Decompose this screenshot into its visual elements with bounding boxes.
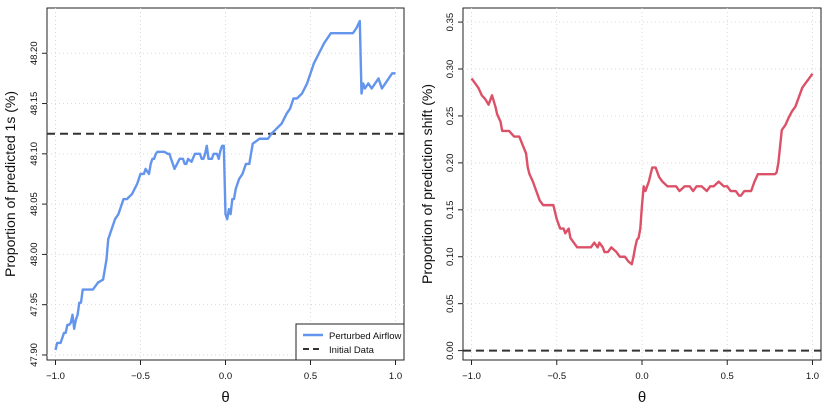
y-tick-label: 47.90 [29, 343, 40, 367]
left-y-axis-label: Proportion of predicted 1s (%) [2, 91, 18, 277]
y-tick-label: 48.10 [29, 142, 40, 166]
x-tick-label: 1.0 [389, 371, 402, 382]
y-tick-label: 0.20 [445, 154, 456, 173]
y-tick-label: 0.35 [445, 13, 456, 32]
y-tick-label: 0.00 [445, 341, 456, 360]
legend-label-perturbed-airflow: Perturbed Airflow [329, 331, 401, 342]
right-gridlines [463, 8, 821, 360]
legend-box [295, 323, 405, 361]
x-tick-label: −1.0 [46, 371, 65, 382]
y-tick-label: 47.95 [29, 293, 40, 317]
left-chart-panel: −1.0 −0.5 0.0 0.5 1.0 47.90 47.95 48.00 48.05 48… [2, 7, 405, 406]
right-x-axis: −1.0 −0.5 0.0 0.5 1.0 [462, 360, 819, 382]
y-tick-label: 48.15 [29, 92, 40, 116]
series-line [54, 19, 396, 351]
y-tick-label: 0.10 [445, 247, 456, 266]
x-tick-label: 0.0 [219, 371, 232, 382]
y-tick-label: 48.20 [29, 41, 40, 65]
x-tick-label: 1.0 [806, 371, 819, 382]
right-x-axis-label: θ [638, 389, 646, 406]
x-tick-label: −0.5 [131, 371, 150, 382]
x-tick-label: 0.0 [635, 371, 648, 382]
x-tick-label: 0.5 [721, 371, 734, 382]
y-tick-label: 0.25 [445, 107, 456, 126]
left-legend: Perturbed Airflow Initial Data [295, 323, 405, 361]
x-tick-label: −0.5 [547, 371, 566, 382]
y-tick-label: 48.05 [29, 192, 40, 216]
y-tick-label: 0.05 [445, 294, 456, 313]
left-series [54, 19, 396, 351]
y-tick-label: 48.00 [29, 243, 40, 267]
legend-label-initial-data: Initial Data [329, 345, 375, 356]
x-tick-label: −1.0 [462, 371, 481, 382]
right-y-axis-label: Proportion of prediction shift (%) [419, 84, 435, 284]
left-x-axis: −1.0 −0.5 0.0 0.5 1.0 [46, 360, 402, 382]
right-y-axis: 0.00 0.05 0.10 0.15 0.20 0.25 0.30 0.35 [445, 13, 463, 360]
series-line [470, 73, 814, 266]
y-tick-label: 0.30 [445, 60, 456, 79]
left-x-axis-label: θ [221, 389, 229, 406]
y-tick-label: 0.15 [445, 201, 456, 220]
x-tick-label: 0.5 [304, 371, 317, 382]
left-y-axis: 47.90 47.95 48.00 48.05 48.10 48.15 48.20 [29, 41, 47, 367]
right-chart-panel: −1.0 −0.5 0.0 0.5 1.0 0.000.050.100.150.200.… [419, 7, 822, 406]
right-series [470, 73, 814, 266]
